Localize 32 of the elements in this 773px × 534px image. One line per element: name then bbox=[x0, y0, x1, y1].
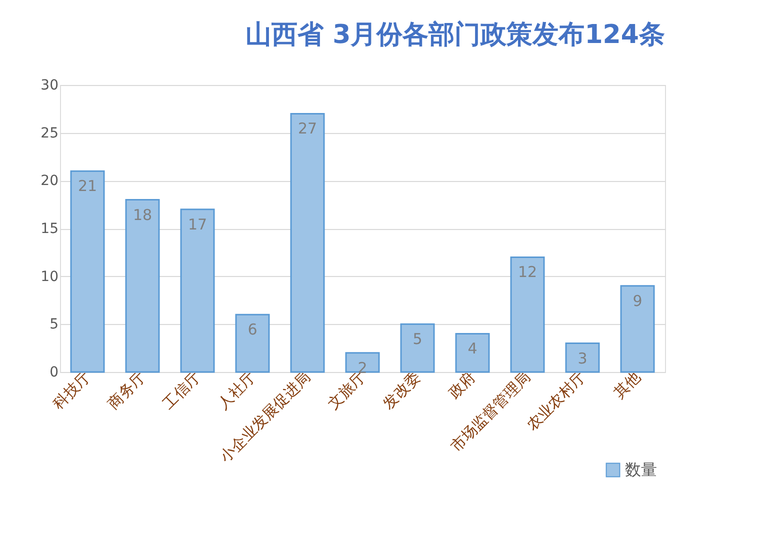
x-tick-label: 政府 bbox=[444, 368, 479, 402]
y-tick-label: 5 bbox=[50, 316, 58, 333]
y-tick-label: 15 bbox=[40, 221, 58, 237]
data-label: 4 bbox=[468, 340, 478, 358]
x-tick-label: 其他 bbox=[610, 368, 644, 402]
y-tick-label: 20 bbox=[40, 173, 58, 190]
bar bbox=[565, 342, 600, 373]
bar bbox=[70, 170, 105, 373]
bar bbox=[510, 256, 545, 373]
bar bbox=[290, 112, 325, 373]
legend-label: 数量 bbox=[625, 460, 657, 479]
y-tick-label: 10 bbox=[40, 268, 58, 285]
y-tick-label: 0 bbox=[50, 364, 58, 380]
bar bbox=[620, 285, 655, 373]
data-label: 5 bbox=[412, 330, 422, 348]
y-tick-label: 25 bbox=[40, 125, 58, 142]
bar bbox=[125, 199, 160, 373]
bar bbox=[180, 208, 215, 373]
data-label: 17 bbox=[188, 215, 208, 234]
data-label: 27 bbox=[298, 120, 318, 138]
y-tick-label: 30 bbox=[40, 78, 58, 94]
data-label: 6 bbox=[248, 320, 258, 339]
data-label: 9 bbox=[632, 292, 642, 310]
bar bbox=[235, 314, 270, 373]
data-label: 12 bbox=[518, 263, 538, 282]
bar bbox=[455, 332, 490, 373]
data-label: 3 bbox=[578, 349, 588, 368]
data-label: 21 bbox=[78, 177, 98, 196]
bar bbox=[400, 323, 435, 373]
x-tick-label: 发改委 bbox=[379, 368, 424, 413]
data-label: 18 bbox=[132, 206, 152, 224]
chart-title: 山西省 3月份各部门政策发布124条 bbox=[246, 20, 665, 50]
